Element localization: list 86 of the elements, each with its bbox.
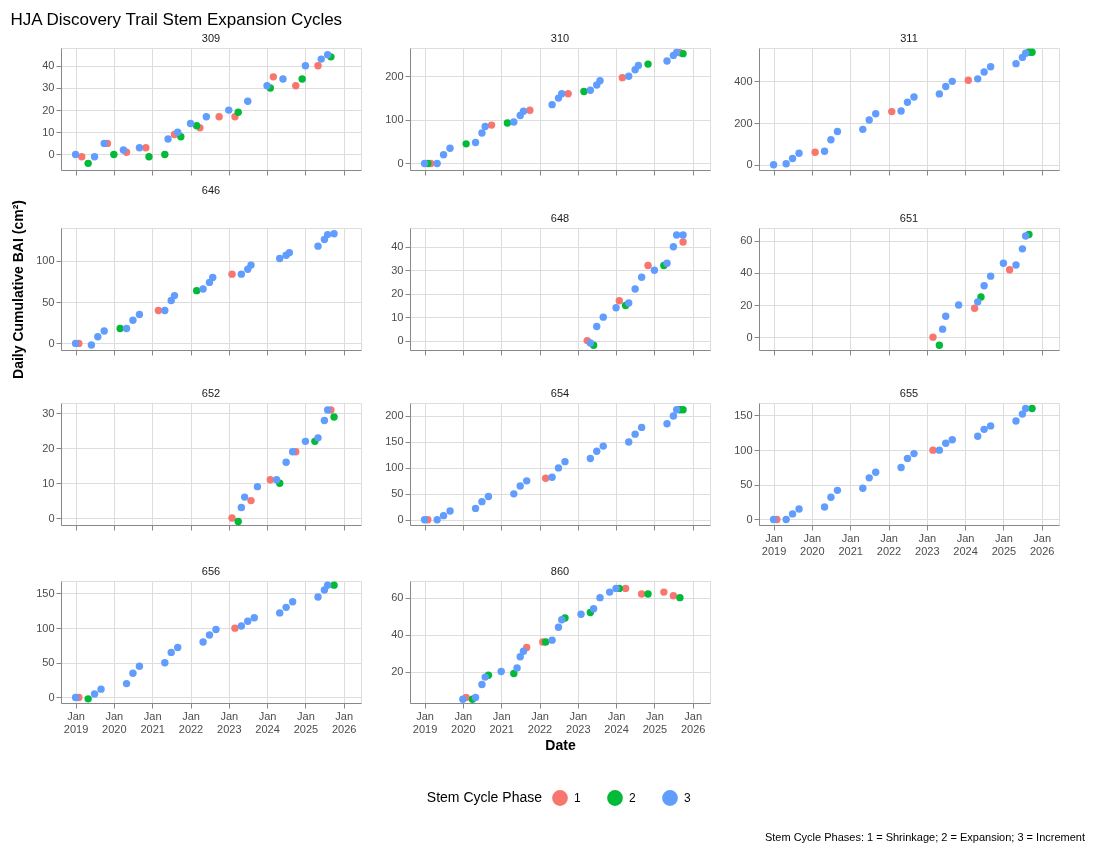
chart-title: HJA Discovery Trail Stem Expansion Cycles: [10, 9, 343, 29]
x-tick-label: Jan 2019: [412, 709, 438, 735]
y-tick-label: 100: [734, 443, 753, 456]
y-tick-label: 50: [42, 656, 55, 669]
x-tick-label: Jan 2022: [876, 531, 902, 557]
legend-label: 3: [684, 791, 691, 805]
y-tick-label: 200: [734, 116, 753, 129]
x-tick-label: Jan 2025: [293, 709, 319, 735]
y-tick-label: 50: [42, 295, 55, 308]
y-tick-label: 0: [397, 156, 404, 169]
y-tick-label: 0: [48, 511, 55, 524]
y-tick-label: 40: [740, 266, 753, 279]
legend-title: Stem Cycle Phase: [426, 789, 543, 805]
y-tick-label: 100: [36, 621, 55, 634]
y-tick-label: 150: [734, 408, 753, 421]
x-tick-label: Jan 2020: [102, 709, 127, 735]
x-tick-label: Jan 2022: [527, 709, 553, 735]
y-tick-label: 100: [385, 113, 404, 126]
y-tick-label: 30: [42, 81, 55, 94]
y-tick-label: 0: [746, 512, 753, 525]
y-tick-label: 100: [36, 254, 55, 267]
x-tick-label: Jan 2025: [642, 709, 668, 735]
chart-subtitle: 648: [550, 212, 570, 224]
y-tick-label: 30: [391, 263, 404, 276]
y-tick-label: 20: [42, 441, 55, 454]
chart-subtitle: 860: [550, 565, 570, 577]
x-tick-label: Jan 2021: [140, 709, 165, 735]
chart-subtitle: 651: [899, 212, 919, 224]
x-tick-label: Jan 2021: [489, 709, 514, 735]
y-tick-label: 40: [391, 240, 404, 253]
y-tick-label: 20: [42, 103, 55, 116]
y-tick-label: 30: [42, 406, 55, 419]
chart-subtitle: 311: [900, 32, 918, 44]
y-tick-label: 60: [740, 234, 753, 247]
x-tick-label: Jan 2019: [761, 531, 787, 557]
y-tick-label: 100: [385, 461, 404, 474]
y-tick-label: 0: [397, 334, 404, 347]
chart-subtitle: 646: [201, 183, 221, 196]
y-tick-label: 0: [48, 336, 55, 349]
legend-label: 1: [574, 791, 581, 805]
y-axis-title: Daily Cumulative BAI (cm²): [9, 200, 26, 379]
legend-label: 2: [629, 791, 636, 805]
x-tick-label: Jan 2026: [331, 709, 357, 735]
x-tick-label: Jan 2020: [800, 531, 825, 557]
y-tick-label: 0: [48, 147, 55, 160]
y-tick-label: 0: [397, 513, 404, 526]
y-tick-label: 10: [42, 476, 55, 489]
y-tick-label: 20: [740, 298, 753, 311]
x-tick-label: Jan 2026: [680, 709, 706, 735]
y-tick-label: 50: [391, 487, 404, 500]
x-tick-label: Jan 2026: [1029, 531, 1055, 557]
y-tick-label: 0: [746, 158, 753, 171]
y-tick-label: 200: [385, 69, 404, 82]
y-tick-label: 40: [391, 628, 404, 641]
x-tick-label: Jan 2022: [178, 709, 204, 735]
y-tick-label: 200: [385, 409, 404, 422]
chart-subtitle: 310: [550, 32, 570, 44]
y-tick-label: 10: [42, 125, 55, 138]
x-tick-label: Jan 2024: [953, 531, 978, 557]
x-tick-label: Jan 2023: [217, 709, 242, 735]
x-axis-title: Date: [545, 736, 576, 753]
y-tick-label: 20: [391, 287, 404, 300]
text: Stem Cycle Phases: 1 = Shrinkage; 2 = Expansion; 3 = Increment: [764, 831, 1085, 843]
x-tick-label: Jan 2019: [63, 709, 89, 735]
y-tick-label: 20: [391, 665, 404, 678]
x-tick-label: Jan 2023: [915, 531, 940, 557]
chart-subtitle: 652: [201, 387, 221, 399]
x-tick-label: Jan 2024: [604, 709, 629, 735]
x-tick-label: Jan 2020: [451, 709, 476, 735]
y-tick-label: 150: [36, 586, 55, 599]
chart-subtitle: 309: [201, 32, 221, 44]
x-tick-label: Jan 2021: [838, 531, 863, 557]
y-tick-label: 50: [740, 478, 753, 491]
y-tick-label: 10: [391, 310, 404, 323]
y-tick-label: 400: [734, 74, 753, 87]
chart-subtitle: 656: [201, 565, 221, 577]
chart-subtitle: 655: [899, 387, 919, 399]
y-tick-label: 0: [746, 330, 753, 343]
x-tick-label: Jan 2025: [991, 531, 1017, 557]
chart-subtitle: 654: [550, 387, 570, 399]
y-tick-label: 40: [42, 59, 55, 72]
y-tick-label: 0: [48, 690, 55, 703]
y-tick-label: 60: [391, 591, 404, 604]
x-tick-label: Jan 2023: [566, 709, 591, 735]
y-tick-label: 150: [385, 435, 404, 448]
x-tick-label: Jan 2024: [255, 709, 280, 735]
